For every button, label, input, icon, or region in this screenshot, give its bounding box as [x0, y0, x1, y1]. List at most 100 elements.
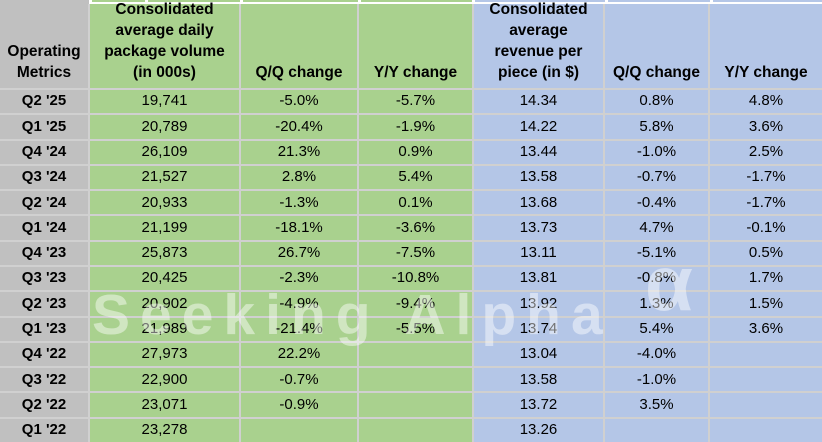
data-cell: 21,199 [90, 216, 239, 240]
data-cell: 27,973 [90, 342, 239, 367]
data-cell: 5.4% [359, 165, 472, 190]
header-line: package volume [104, 43, 225, 60]
data-cell [241, 418, 357, 442]
data-cell: 13.68 [474, 191, 603, 215]
row-label: Q3 '23 [0, 267, 88, 291]
data-cell [359, 418, 472, 442]
data-cell: -3.6% [359, 216, 472, 240]
header-line: revenue per [494, 43, 583, 60]
data-cell [359, 342, 472, 367]
data-cell [710, 418, 822, 442]
top-edge-cell [608, 0, 710, 2]
header-cell-revenue-yy-change: Y/Y change [710, 4, 822, 88]
data-cell: -0.7% [241, 368, 357, 392]
data-cell: -1.7% [710, 191, 822, 215]
data-cell: 14.22 [474, 115, 603, 139]
data-cell: 23,278 [90, 418, 239, 442]
data-cell: 0.5% [710, 241, 822, 265]
data-cell: -1.7% [710, 165, 822, 190]
row-label: Q2 '24 [0, 191, 88, 215]
data-cell: 13.44 [474, 140, 603, 164]
data-cell: 14.34 [474, 90, 603, 114]
data-cell: 22.2% [241, 342, 357, 367]
header-line: average daily [115, 22, 214, 39]
data-cell: 1.7% [710, 267, 822, 291]
data-cell: 13.04 [474, 342, 603, 367]
data-cell: -0.1% [710, 216, 822, 240]
data-cell: 2.5% [710, 140, 822, 164]
data-cell: 3.6% [710, 317, 822, 341]
data-cell: 13.11 [474, 241, 603, 265]
data-cell: -0.8% [605, 267, 708, 291]
data-cell [359, 368, 472, 392]
row-label: Q2 '22 [0, 393, 88, 417]
data-cell: -5.7% [359, 90, 472, 114]
header-line: Y/Y change [724, 64, 808, 81]
data-cell: 13.92 [474, 292, 603, 316]
header-line: Consolidated [115, 1, 214, 18]
data-cell: -0.9% [241, 393, 357, 417]
data-cell: 20,425 [90, 267, 239, 291]
top-edge-cell [475, 0, 605, 2]
data-cell: 3.5% [605, 393, 708, 417]
row-label: Q2 '25 [0, 90, 88, 114]
data-cell: 25,873 [90, 241, 239, 265]
data-cell [710, 368, 822, 392]
data-cell: 20,789 [90, 115, 239, 139]
data-cell: 20,933 [90, 191, 239, 215]
header-line: Q/Q change [613, 64, 700, 81]
row-label: Q1 '22 [0, 418, 88, 442]
data-cell: -1.9% [359, 115, 472, 139]
row-label: Q3 '24 [0, 165, 88, 190]
data-cell [605, 418, 708, 442]
data-cell: 4.7% [605, 216, 708, 240]
data-cell: 26.7% [241, 241, 357, 265]
header-cell-revenue-qq-change: Q/Q change [605, 4, 708, 88]
data-cell: -0.4% [605, 191, 708, 215]
data-cell: 1.5% [710, 292, 822, 316]
top-edge-cell [0, 0, 89, 4]
data-cell: -10.8% [359, 267, 472, 291]
header-line: Operating [7, 43, 81, 60]
header-cell-revenue-per-piece: Consolidated average revenue per piece (… [474, 1, 603, 88]
data-cell: 5.4% [605, 317, 708, 341]
data-cell: 13.73 [474, 216, 603, 240]
data-cell: -2.3% [241, 267, 357, 291]
data-cell: -7.5% [359, 241, 472, 265]
row-label: Q3 '22 [0, 368, 88, 392]
row-label: Q1 '23 [0, 317, 88, 341]
data-cell: -18.1% [241, 216, 357, 240]
header-line: Consolidated [489, 1, 588, 18]
row-label: Q4 '23 [0, 241, 88, 265]
top-edge-cell [148, 0, 240, 2]
data-cell: -20.4% [241, 115, 357, 139]
data-cell: -9.4% [359, 292, 472, 316]
data-cell: 21,527 [90, 165, 239, 190]
data-cell: 13.58 [474, 368, 603, 392]
data-cell: 22,900 [90, 368, 239, 392]
header-cell-volume-yy-change: Y/Y change [359, 4, 472, 88]
data-cell: 13.74 [474, 317, 603, 341]
header-cell-volume-qq-change: Q/Q change [241, 4, 357, 88]
data-cell: 4.8% [710, 90, 822, 114]
header-line: Q/Q change [255, 64, 343, 81]
header-cell-package-volume: Consolidated average daily package volum… [90, 1, 239, 88]
row-label: Q1 '24 [0, 216, 88, 240]
data-cell: -5.1% [605, 241, 708, 265]
data-cell: 5.8% [605, 115, 708, 139]
data-cell: 20,902 [90, 292, 239, 316]
data-cell: 21.3% [241, 140, 357, 164]
row-label: Q4 '22 [0, 342, 88, 367]
row-label: Q1 '25 [0, 115, 88, 139]
data-cell: 1.3% [605, 292, 708, 316]
data-cell: 0.8% [605, 90, 708, 114]
data-cell: -1.0% [605, 140, 708, 164]
data-cell: 13.58 [474, 165, 603, 190]
top-edge-cell [92, 0, 145, 2]
data-cell: 0.9% [359, 140, 472, 164]
data-cell: 13.81 [474, 267, 603, 291]
data-cell: 19,741 [90, 90, 239, 114]
data-cell: -5.5% [359, 317, 472, 341]
